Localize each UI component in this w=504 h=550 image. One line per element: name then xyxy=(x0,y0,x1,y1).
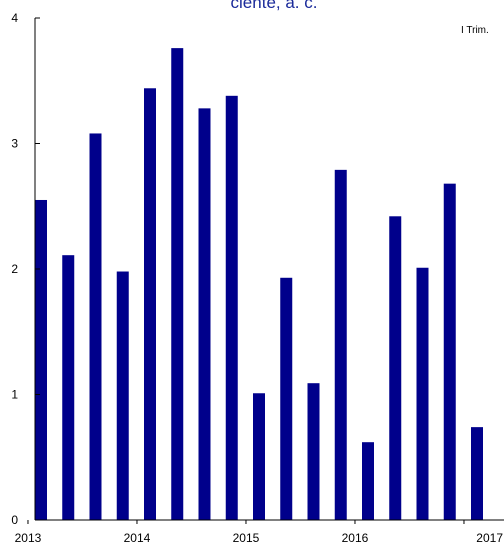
bar-14 xyxy=(416,267,429,520)
bar-11 xyxy=(334,169,347,521)
bar-1 xyxy=(62,255,75,520)
x-tick-label-1: 2014 xyxy=(124,531,151,545)
bar-13 xyxy=(389,216,402,521)
y-tick-label-4: 4 xyxy=(11,11,18,25)
bar-3 xyxy=(116,271,129,520)
y-tick-label-0: 0 xyxy=(11,513,18,527)
bar-0 xyxy=(35,199,47,521)
chart-title: ciente, a. c. xyxy=(231,0,318,12)
bar-5 xyxy=(171,48,184,521)
bar-12 xyxy=(362,442,374,520)
y-tick-label-2: 2 xyxy=(11,262,18,276)
bar-4 xyxy=(144,88,156,520)
bar-2 xyxy=(89,133,102,520)
bar-10 xyxy=(307,383,320,520)
x-tick-label-2: 2015 xyxy=(233,531,260,545)
legend-label: I Trim. xyxy=(461,25,489,36)
y-tick-label-1: 1 xyxy=(11,388,18,402)
bar-9 xyxy=(280,277,293,520)
bar-15 xyxy=(443,183,456,520)
y-tick-label-3: 3 xyxy=(11,137,18,151)
bars-layer xyxy=(35,48,483,521)
x-tick-label-0: 2013 xyxy=(15,531,42,545)
bar-16 xyxy=(471,427,483,520)
x-tick-label-3: 2016 xyxy=(342,531,369,545)
x-tick-label-4: 2017 xyxy=(476,531,503,545)
bar-7 xyxy=(225,95,238,520)
bar-6 xyxy=(198,108,211,521)
bar-8 xyxy=(253,393,265,520)
axes-layer: 0 1 2 3 4 2013 2014 2015 2016 2017 xyxy=(11,11,504,545)
